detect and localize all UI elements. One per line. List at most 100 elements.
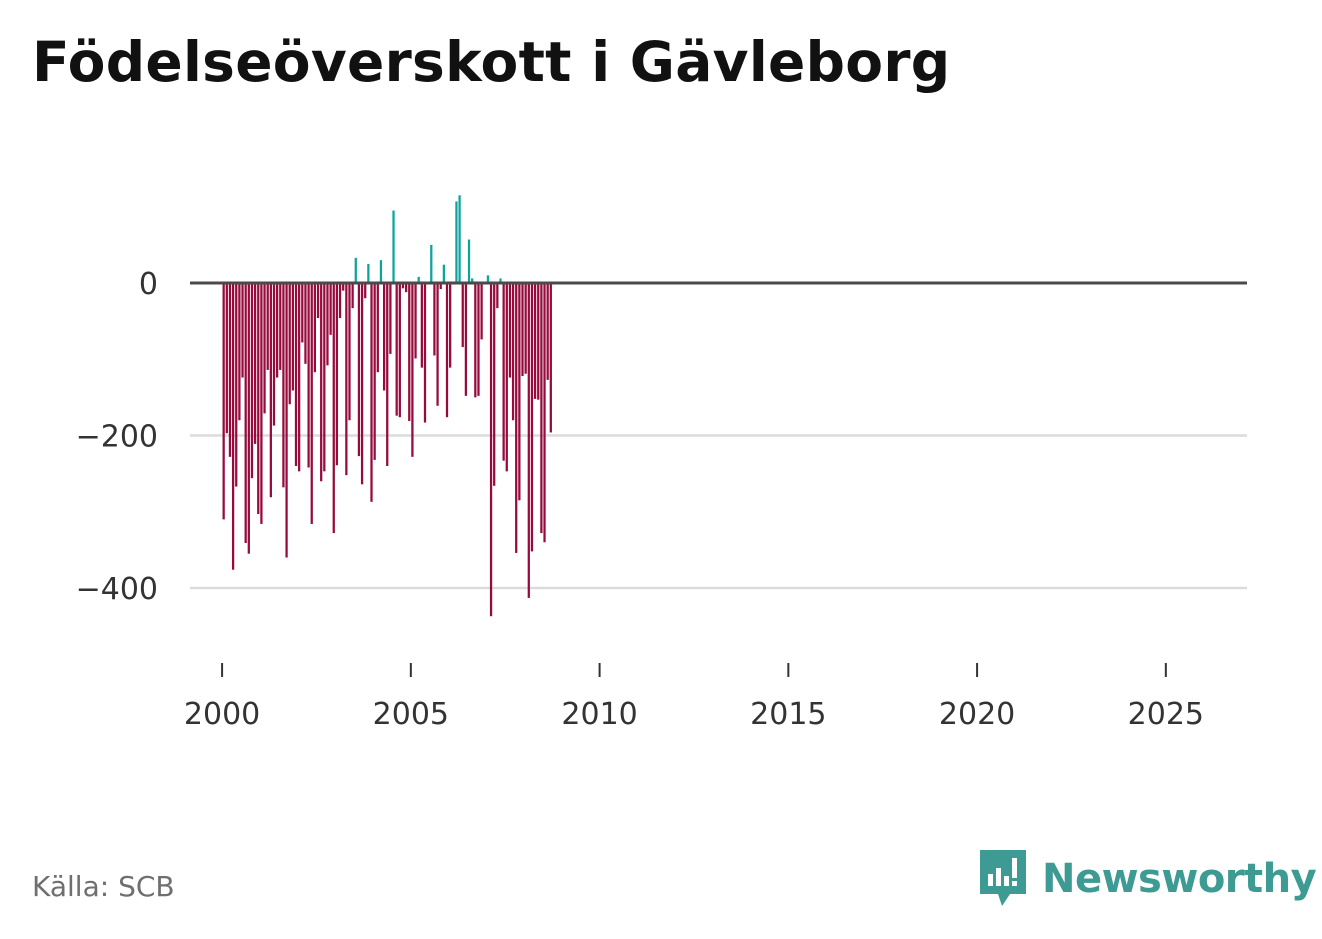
bar xyxy=(533,283,537,399)
bar xyxy=(307,283,310,468)
bar xyxy=(348,283,351,421)
bar xyxy=(401,283,405,289)
bar xyxy=(276,283,279,378)
bar xyxy=(540,283,543,534)
x-tick-label: 2010 xyxy=(561,697,637,732)
bar xyxy=(320,283,323,482)
bar xyxy=(304,283,307,364)
y-tick-label: 0 xyxy=(139,267,158,302)
newsworthy-icon xyxy=(980,850,1026,906)
bar xyxy=(505,283,508,472)
bar xyxy=(521,283,524,377)
bar xyxy=(228,283,232,457)
bar xyxy=(474,283,477,398)
bar xyxy=(257,283,260,515)
bar xyxy=(335,283,339,466)
brand-name: Newsworthy xyxy=(1042,856,1317,902)
bar xyxy=(301,283,304,343)
axes: 0 −200 −400 2000 2005 2010 2015 2020 2025 xyxy=(76,267,1247,732)
chart-title: Födelseöverskott i Gävleborg xyxy=(32,30,951,94)
bar xyxy=(515,283,518,553)
bar xyxy=(543,283,546,543)
bar xyxy=(288,283,291,405)
bar xyxy=(266,283,269,370)
bar xyxy=(316,283,320,319)
bar xyxy=(354,257,357,283)
bar xyxy=(238,283,241,421)
bar xyxy=(351,283,354,309)
x-tick-label: 2005 xyxy=(373,697,449,732)
bar xyxy=(530,283,534,552)
bar xyxy=(244,283,247,544)
x-tick-label: 2000 xyxy=(184,697,260,732)
y-tick-label: −400 xyxy=(76,572,158,607)
bar xyxy=(313,283,317,373)
bar xyxy=(480,283,483,340)
bar xyxy=(499,278,502,283)
x-tick-label: 2015 xyxy=(750,697,826,732)
bar xyxy=(310,283,313,524)
x-tick-label: 2020 xyxy=(939,697,1015,732)
bar xyxy=(527,283,530,598)
bar xyxy=(430,244,433,284)
bar xyxy=(291,283,294,391)
bar xyxy=(433,283,436,356)
bar xyxy=(414,283,417,359)
bar xyxy=(471,278,474,283)
bar xyxy=(269,283,272,498)
bar xyxy=(382,283,386,391)
bar xyxy=(524,283,527,374)
bar xyxy=(332,283,335,534)
bar xyxy=(329,283,332,335)
bar xyxy=(376,283,379,373)
bar xyxy=(493,283,496,486)
bar xyxy=(326,283,329,366)
bar xyxy=(235,283,238,487)
bar xyxy=(449,283,452,368)
bar xyxy=(464,283,468,396)
bar xyxy=(404,283,408,293)
bar xyxy=(370,283,373,502)
bar xyxy=(477,283,480,396)
bar xyxy=(260,283,263,524)
bar xyxy=(360,283,364,485)
bar xyxy=(247,283,250,554)
bar xyxy=(467,239,471,283)
bar xyxy=(518,283,521,501)
bar xyxy=(436,283,439,406)
bar xyxy=(420,283,423,368)
bar xyxy=(250,283,254,479)
bar xyxy=(379,260,383,284)
brand-logo[interactable]: Newsworthy xyxy=(978,848,1317,910)
bar xyxy=(389,283,392,354)
bar xyxy=(225,283,228,434)
bar xyxy=(298,283,301,472)
bar xyxy=(546,283,549,380)
bar xyxy=(442,264,445,283)
bar xyxy=(411,283,414,457)
y-tick-label: −200 xyxy=(76,420,158,455)
bar xyxy=(486,275,490,284)
bar xyxy=(373,283,376,460)
bar-chart: 0 −200 −400 2000 2005 2010 2015 2020 2025 xyxy=(76,195,1247,732)
bar xyxy=(511,283,515,421)
bar xyxy=(408,283,411,422)
bar xyxy=(455,201,458,283)
bar xyxy=(458,195,461,283)
bar xyxy=(549,283,552,433)
bar xyxy=(423,283,427,423)
gridlines xyxy=(190,434,1247,590)
bar xyxy=(461,283,464,348)
bar xyxy=(345,283,348,476)
bar xyxy=(445,283,449,418)
bar xyxy=(241,283,244,378)
bar xyxy=(364,283,367,299)
bar xyxy=(439,283,442,290)
bar xyxy=(338,283,342,319)
bar xyxy=(496,283,499,309)
bar xyxy=(222,283,225,520)
bar xyxy=(253,283,257,444)
bar xyxy=(272,283,276,426)
bar xyxy=(263,283,266,414)
bar xyxy=(294,283,298,466)
